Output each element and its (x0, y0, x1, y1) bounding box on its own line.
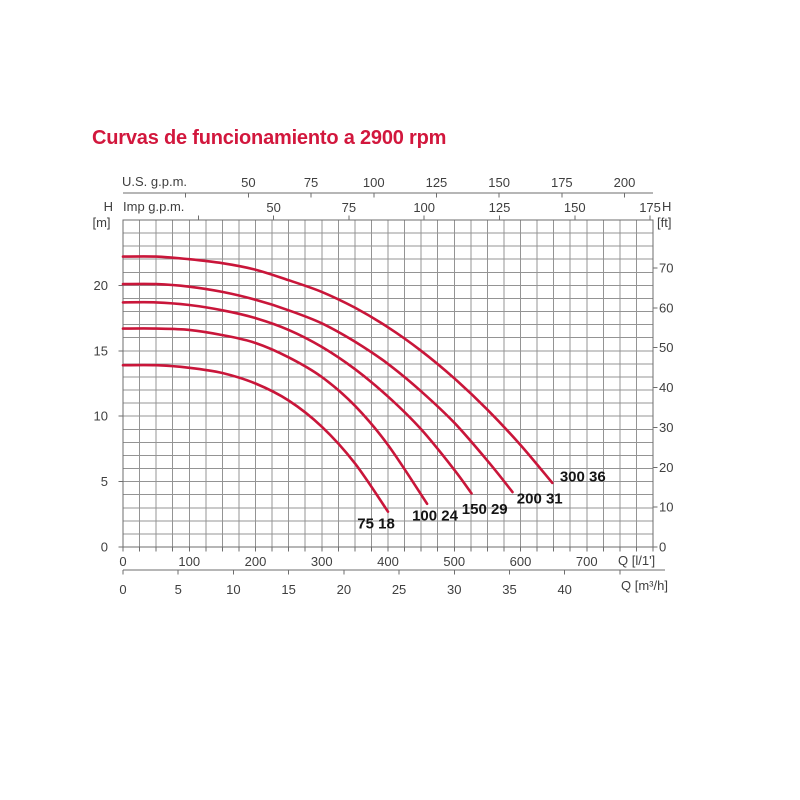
head-m-tick-label: 0 (101, 540, 108, 555)
flow-m3h-tick-label: 35 (502, 582, 516, 597)
us-gpm-tick-label: 200 (614, 175, 636, 190)
flow-m3h-tick-label: 20 (337, 582, 351, 597)
flow-m3h-tick-label: 25 (392, 582, 406, 597)
flow-lmin-tick-label: 500 (443, 554, 465, 569)
flow-m3h-tick-label: 15 (281, 582, 295, 597)
flow-lmin-unit-label: Q [l/1'] (618, 553, 656, 568)
curve-label-100-24: 100 24 (412, 508, 459, 525)
pump-curve-150-29 (121, 300, 473, 495)
head-left-axis-label: H (103, 199, 113, 214)
head-ft-tick-label: 70 (659, 260, 673, 275)
head-m-tick-label: 15 (94, 343, 108, 358)
head-m-tick-label: 20 (94, 278, 108, 293)
head-left-unit-label: [m] (92, 215, 111, 230)
head-m-tick-label: 10 (94, 409, 108, 424)
flow-m3h-tick-label: 5 (175, 582, 182, 597)
curve-label-200-31: 200 31 (517, 491, 563, 508)
imp-gpm-tick-label: 175 (639, 200, 661, 215)
us-gpm-tick-label: 125 (426, 175, 448, 190)
head-ft-tick-label: 60 (659, 300, 673, 315)
head-right-unit-label: [ft] (657, 215, 672, 230)
head-ft-tick-label: 20 (659, 460, 673, 475)
curve-label-150-29: 150 29 (462, 501, 508, 518)
head-ft-tick-label: 10 (659, 500, 673, 515)
us-gpm-tick-label: 100 (363, 175, 385, 190)
us-gpm-tick-label: 150 (488, 175, 510, 190)
us-gpm-tick-label: 175 (551, 175, 573, 190)
head-m-tick-label: 5 (101, 474, 108, 489)
pump-curve-75-18 (121, 363, 390, 513)
imp-gpm-tick-label: 150 (564, 200, 586, 215)
flow-lmin-tick-label: 200 (245, 554, 267, 569)
flow-m3h-tick-label: 40 (557, 582, 571, 597)
head-ft-tick-label: 50 (659, 340, 673, 355)
imp-gpm-tick-label: 125 (489, 200, 511, 215)
curve-label-300-36: 300 36 (560, 468, 606, 485)
us-gpm-tick-label: 50 (241, 175, 255, 190)
flow-m3h-unit-label: Q [m³/h] (621, 578, 668, 593)
head-ft-tick-label: 30 (659, 420, 673, 435)
head-right-axis-label: H (662, 199, 672, 214)
flow-lmin-tick-label: 400 (377, 554, 399, 569)
flow-lmin-tick-label: 600 (510, 554, 532, 569)
flow-lmin-tick-label: 100 (178, 554, 200, 569)
curve-label-75-18: 75 18 (357, 515, 395, 532)
imp-gpm-tick-label: 50 (266, 200, 280, 215)
pump-curve-100-24 (121, 327, 429, 506)
chart-title: Curvas de funcionamiento a 2900 rpm (92, 127, 447, 149)
head-ft-tick-label: 40 (659, 380, 673, 395)
imp-gpm-tick-label: 100 (413, 200, 435, 215)
flow-m3h-tick-label: 10 (226, 582, 240, 597)
us-gpm-axis-label: U.S. g.p.m. (122, 174, 188, 189)
flow-lmin-tick-label: 0 (119, 554, 126, 569)
imp-gpm-tick-label: 75 (342, 200, 356, 215)
pump-curve-300-36 (121, 255, 554, 485)
head-ft-tick-label: 0 (659, 540, 666, 555)
imp-gpm-axis-label: Imp g.p.m. (123, 199, 185, 214)
us-gpm-tick-label: 75 (304, 175, 318, 190)
flow-m3h-tick-label: 30 (447, 582, 461, 597)
pump-curve-200-31 (121, 282, 514, 494)
flow-lmin-tick-label: 300 (311, 554, 333, 569)
flow-m3h-tick-label: 0 (119, 582, 126, 597)
flow-lmin-tick-label: 700 (576, 554, 598, 569)
